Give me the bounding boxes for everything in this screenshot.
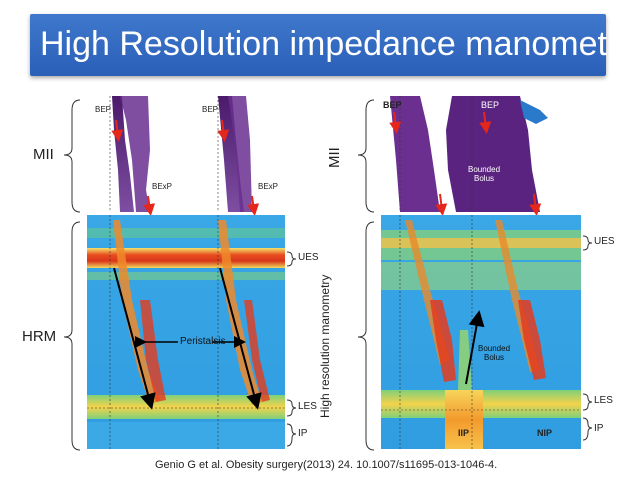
left-hrm-label: HRM: [22, 328, 57, 345]
right-brackets: [357, 99, 593, 451]
left-marker-bexp-1: BExP: [152, 182, 173, 191]
right-bolus-top-line1: Bounded: [468, 165, 501, 174]
right-iip-label: IIP: [458, 428, 470, 438]
left-marker-bep-1: BEP: [95, 105, 112, 114]
right-marker-bep-1: BEP: [383, 100, 402, 110]
right-les-label: LES: [594, 395, 613, 406]
right-ues-label: UES: [594, 236, 615, 247]
left-ip-label: IP: [298, 428, 308, 439]
left-marker-bep-2: BEP: [202, 105, 219, 114]
left-les-label: LES: [298, 401, 317, 412]
right-marker-bep-2: BEP: [481, 100, 500, 110]
left-brackets: [63, 99, 297, 451]
right-hrm-panel: [381, 215, 581, 449]
right-bolus-top-line2: Bolus: [474, 174, 495, 183]
right-marker-bexp: BExP: [537, 182, 560, 192]
right-mii-panel: [381, 96, 581, 216]
right-nip-label: NIP: [537, 428, 553, 438]
title-banner: High Resolution impedance manometry: [30, 14, 635, 76]
left-ues-label: UES: [298, 252, 319, 263]
right-bolus-label-bottom: Bounded Bolus: [478, 344, 510, 362]
citation-caption: Genio G et al. Obesity surgery(2013) 24.…: [155, 459, 498, 471]
left-peristalsis-label: Peristalsis: [180, 336, 226, 347]
right-mii-label: MII: [326, 147, 343, 168]
right-bolus-bottom-line1: Bounded: [478, 344, 511, 353]
right-bolus-bottom-line2: Bolus: [484, 353, 505, 362]
left-mii-label: MII: [33, 146, 54, 163]
right-ip-label: IP: [594, 423, 604, 434]
slide-title: High Resolution impedance manometry: [40, 25, 636, 63]
left-mii-panel: [87, 96, 285, 216]
left-marker-bexp-2: BExP: [258, 182, 279, 191]
right-bolus-label-top: Bounded Bolus: [468, 165, 500, 183]
right-hrm-label: High resolution manometry: [318, 274, 332, 418]
left-hrm-panel: [87, 215, 285, 449]
